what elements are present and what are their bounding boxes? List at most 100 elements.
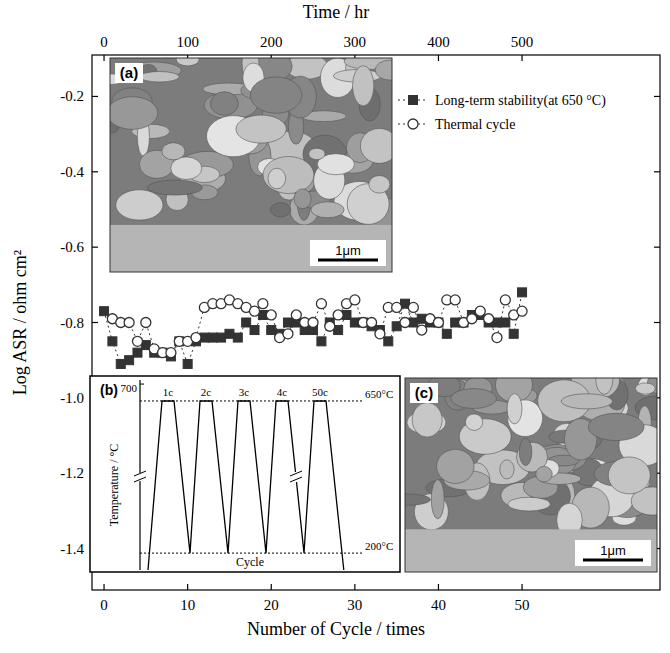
y-tick xyxy=(92,322,98,323)
marker-square xyxy=(183,359,192,368)
cycle-label: 1c xyxy=(163,386,174,398)
y-tick xyxy=(92,171,98,172)
marker-circle xyxy=(191,333,201,343)
axis-break-patch xyxy=(134,473,146,481)
y-tick-right xyxy=(654,96,660,97)
label-patch xyxy=(115,63,143,83)
sem-grain xyxy=(500,460,514,479)
marker-square xyxy=(133,348,142,357)
inset-label: (b) xyxy=(100,382,118,398)
sem-grain xyxy=(360,128,392,163)
y-tick-right xyxy=(654,171,660,172)
image-label: (c) xyxy=(415,384,433,401)
sem-grain xyxy=(110,97,158,130)
x-tick-label: 40 xyxy=(431,597,446,613)
y-tick-right xyxy=(654,247,660,248)
marker-circle xyxy=(250,306,260,316)
marker-square xyxy=(518,288,527,297)
marker-square xyxy=(217,333,226,342)
marker-circle xyxy=(333,310,343,320)
x-tick xyxy=(354,584,355,590)
marker-square xyxy=(509,329,518,338)
sem-grain xyxy=(596,378,613,394)
marker-square xyxy=(225,329,234,338)
marker-square xyxy=(116,359,125,368)
x-tick xyxy=(271,584,272,590)
sem-grain xyxy=(369,176,390,194)
sem-grain xyxy=(405,494,431,505)
marker-circle xyxy=(400,318,410,328)
sem-grain xyxy=(294,189,311,209)
y-tick-label: -0.4 xyxy=(60,164,84,180)
marker-square xyxy=(434,318,443,327)
marker-circle xyxy=(316,299,326,309)
marker-circle xyxy=(367,318,377,328)
scale-bar-patch xyxy=(575,540,651,566)
marker-circle xyxy=(308,318,318,328)
marker-circle xyxy=(141,318,151,328)
marker-circle xyxy=(266,310,276,320)
x2-tick-label: 300 xyxy=(344,34,367,50)
marker-circle xyxy=(433,318,443,328)
legend-marker xyxy=(408,119,418,129)
marker-square xyxy=(283,318,292,327)
sem-grain xyxy=(465,414,482,430)
x2-tick-label: 200 xyxy=(260,34,283,50)
marker-square xyxy=(233,333,242,342)
sem-grain xyxy=(263,156,314,193)
data-layer xyxy=(100,288,528,369)
scale-bar xyxy=(318,259,378,262)
label-patch xyxy=(410,383,438,403)
sem-grain xyxy=(270,203,290,217)
sem-grain xyxy=(311,202,344,218)
sem-grain xyxy=(162,143,185,160)
marker-square xyxy=(100,307,109,316)
sem-grain xyxy=(437,449,474,483)
image-label: (a) xyxy=(120,64,138,81)
sem-substrate xyxy=(405,529,657,572)
x2-tick xyxy=(103,55,104,61)
sem-grain xyxy=(250,77,302,113)
y-tick-label: -0.8 xyxy=(60,315,84,331)
axis-break xyxy=(134,471,146,476)
axis-break xyxy=(134,477,146,482)
scale-bar xyxy=(583,559,643,562)
marker-circle xyxy=(325,321,335,331)
sem-grain xyxy=(561,394,612,409)
marker-circle xyxy=(291,310,301,320)
scale-bar-patch xyxy=(310,240,386,266)
x2-tick xyxy=(521,55,522,61)
sem-grain xyxy=(236,115,286,143)
marker-circle xyxy=(467,314,477,324)
x-tick xyxy=(187,584,188,590)
marker-circle xyxy=(492,333,502,343)
x-tick xyxy=(103,584,104,590)
marker-square xyxy=(384,337,393,346)
marker-square xyxy=(108,337,117,346)
x-tick-label: 20 xyxy=(264,597,279,613)
marker-square xyxy=(442,329,451,338)
sem-grain xyxy=(116,190,163,220)
inset-frame xyxy=(90,376,400,572)
sem-grain xyxy=(451,389,496,409)
sem-border xyxy=(405,378,657,572)
marker-circle xyxy=(408,302,418,312)
inset-data xyxy=(148,401,344,570)
cycle-label: 2c xyxy=(201,386,212,398)
marker-square xyxy=(501,318,510,327)
x2-tick-label: 100 xyxy=(176,34,199,50)
reference-label: 200°C xyxy=(365,540,393,552)
x-axis-title: Number of Cycle / times xyxy=(247,619,425,639)
x-tick xyxy=(521,584,522,590)
x2-tick-label: 0 xyxy=(100,34,108,50)
x2-tick-label: 500 xyxy=(511,34,534,50)
line-break xyxy=(290,477,302,482)
sem-grain xyxy=(519,438,532,465)
cycle-label: 50c xyxy=(312,386,328,398)
y-axis-title: Log ASR / ohm cm² xyxy=(10,250,30,395)
marker-circle xyxy=(375,329,385,339)
sem-texture xyxy=(110,58,392,272)
sem-image: (c)1μm xyxy=(380,361,670,572)
inset-b: (b)700Temperature / °CCycle650°C200°C1c2… xyxy=(90,376,400,572)
marker-circle xyxy=(517,306,527,316)
